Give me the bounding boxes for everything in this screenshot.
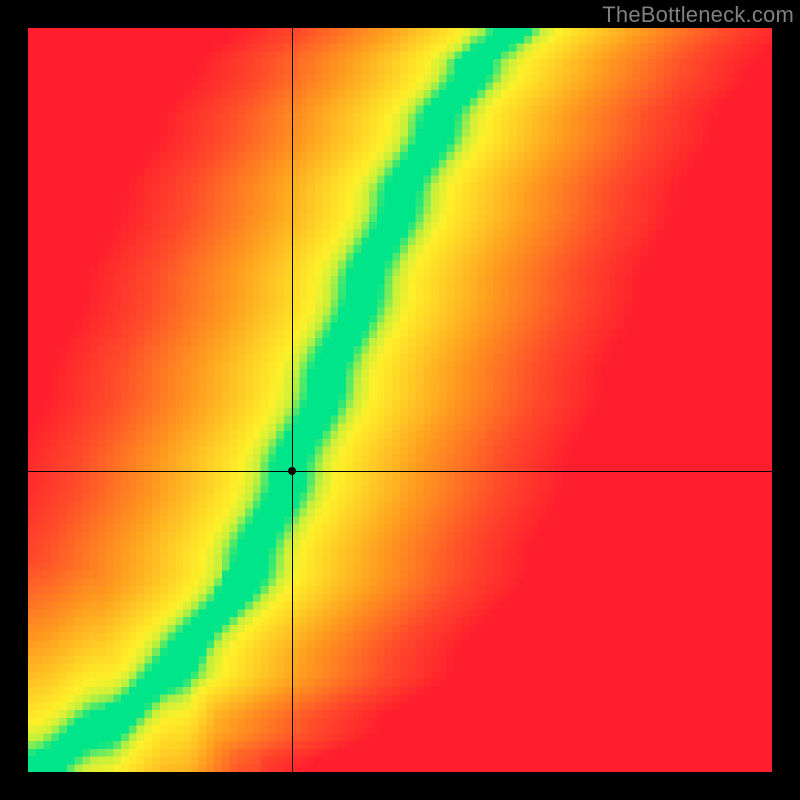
crosshair-vertical <box>292 28 293 772</box>
crosshair-marker <box>288 467 296 475</box>
heatmap-canvas <box>28 28 772 772</box>
heatmap-plot <box>28 28 772 772</box>
crosshair-horizontal <box>28 471 772 472</box>
watermark-text: TheBottleneck.com <box>602 2 794 28</box>
